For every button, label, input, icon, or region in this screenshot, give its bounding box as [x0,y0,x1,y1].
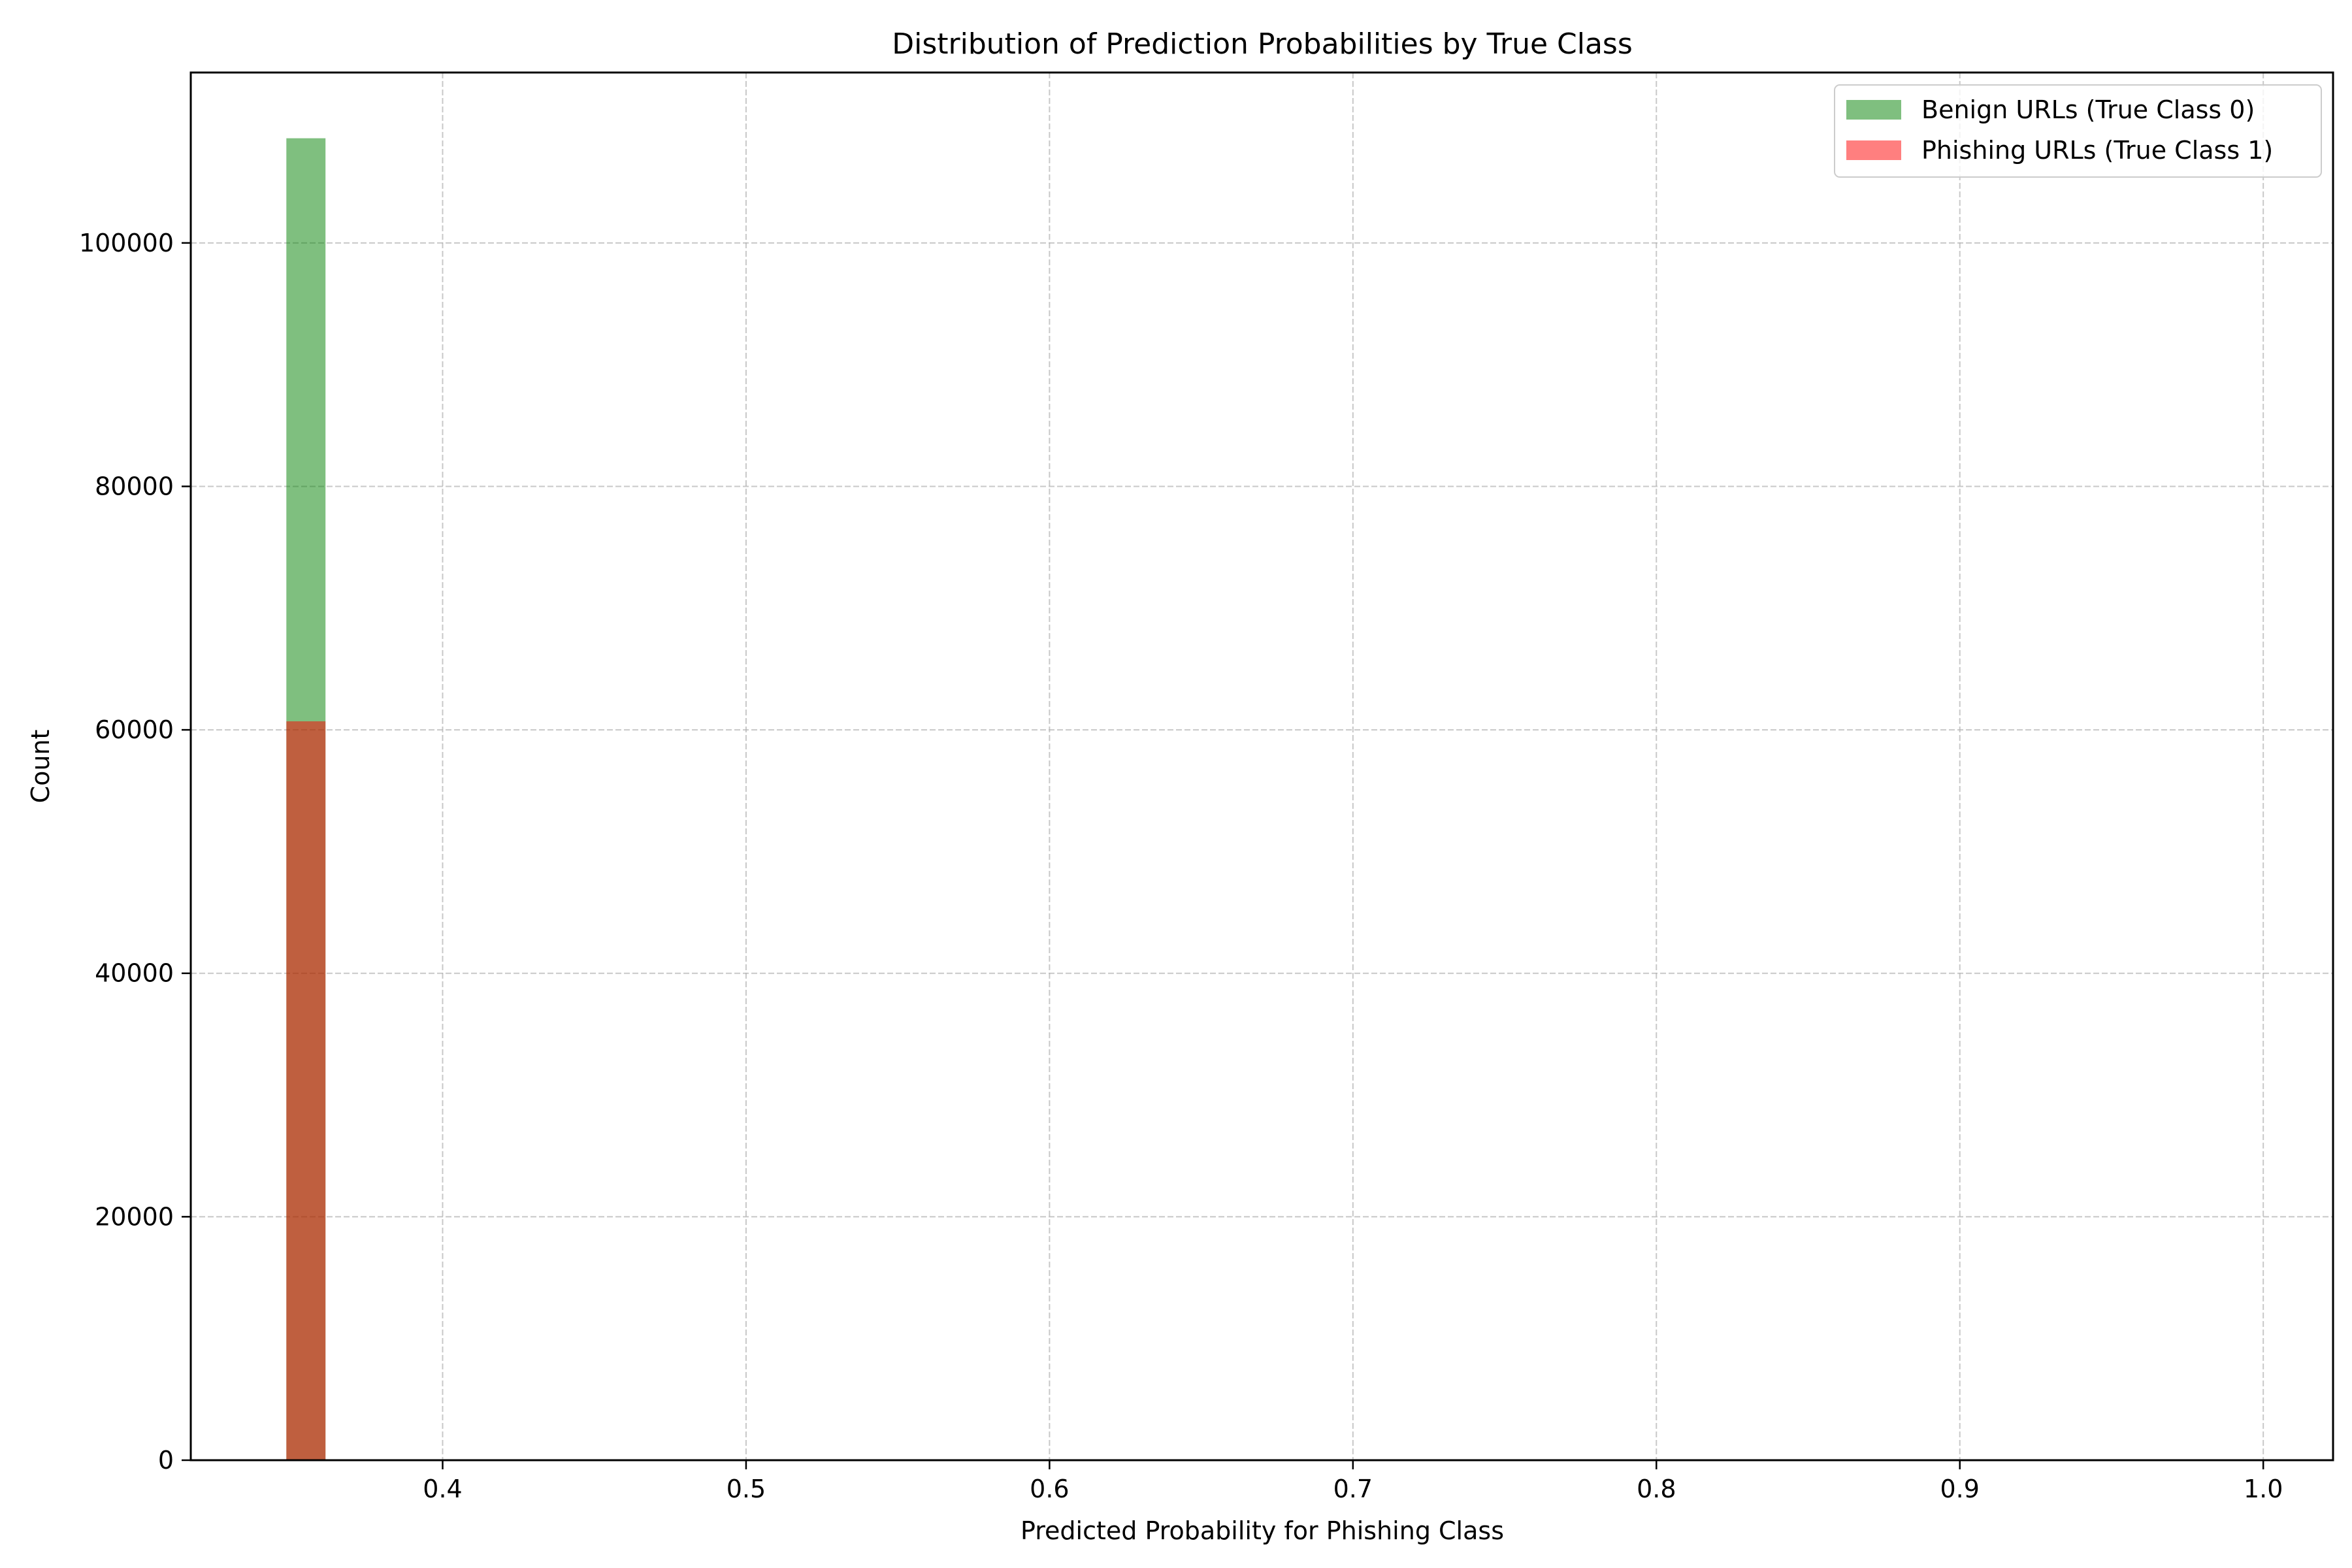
chart-title: Distribution of Prediction Probabilities… [892,27,1633,61]
phishing-bar [286,721,326,1460]
x-axis-label: Predicted Probability for Phishing Class [1021,1516,1504,1545]
x-tick-label: 0.4 [423,1475,462,1503]
y-axis: 0 20000 40000 60000 80000 100000 [79,229,191,1475]
legend-swatch-benign [1846,100,1901,120]
x-tick-label: 0.5 [727,1475,766,1503]
legend: Benign URLs (True Class 0) Phishing URLs… [1834,84,2322,178]
y-tick-label: 80000 [95,472,174,500]
y-tick-label: 60000 [95,715,174,744]
x-tick-label: 1.0 [2244,1475,2283,1503]
y-tick-label: 40000 [95,959,174,988]
legend-label-phishing: Phishing URLs (True Class 1) [1921,136,2273,165]
plot-area: 0.4 0.5 0.6 0.7 0.8 0.9 1.0 0 20000 40000 60000 80… [79,71,2334,1503]
x-tick-label: 0.8 [1637,1475,1676,1503]
y-tick-label: 100000 [79,229,174,257]
legend-label-benign: Benign URLs (True Class 0) [1921,95,2255,124]
x-tick-label: 0.7 [1333,1475,1373,1503]
x-axis: 0.4 0.5 0.6 0.7 0.8 0.9 1.0 [423,1460,2283,1503]
legend-box [1834,84,2322,178]
plot-frame [189,71,2334,1462]
y-tick-label: 20000 [95,1202,174,1231]
histogram-bars [286,138,326,1461]
plot-background [191,73,2333,1460]
x-tick-label: 0.9 [1940,1475,1980,1503]
y-tick-label: 0 [158,1446,174,1475]
x-tick-label: 0.6 [1030,1475,1069,1503]
y-axis-label: Count [26,730,55,804]
legend-swatch-phishing [1846,140,1901,160]
